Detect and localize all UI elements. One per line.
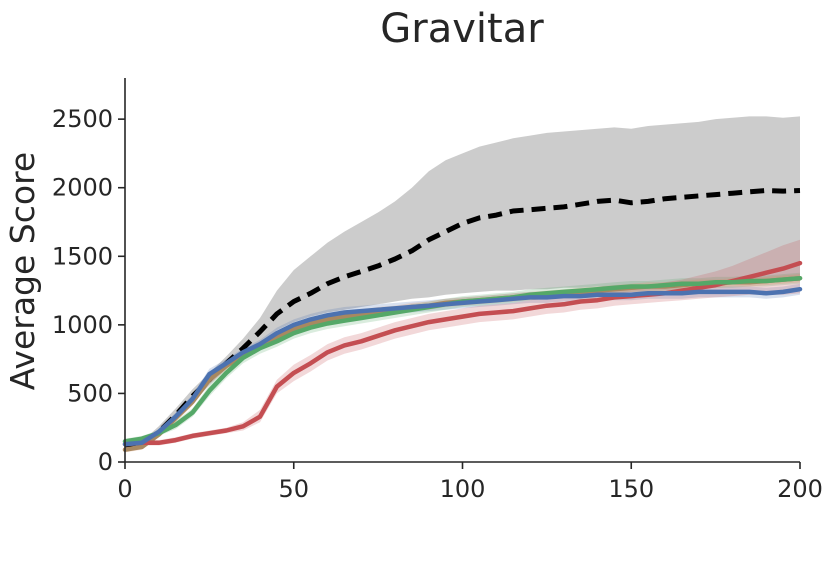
x-tick-label: 200 <box>777 475 823 503</box>
series-3-band <box>125 272 800 445</box>
series-2-line <box>122 286 803 447</box>
x-tick-label: 150 <box>608 475 654 503</box>
series-4-band <box>125 239 800 447</box>
chart-title: Gravitar <box>380 6 544 52</box>
y-tick-label: 1000 <box>52 311 113 339</box>
x-axis-ticks: 0 50 100 150 200 <box>117 462 823 503</box>
y-tick-label: 2500 <box>52 105 113 133</box>
x-tick-label: 100 <box>440 475 486 503</box>
y-axis-label: Average Score <box>3 152 42 390</box>
series-lines <box>122 188 803 452</box>
x-tick-label: 0 <box>117 475 132 503</box>
y-tick-label: 2000 <box>52 174 113 202</box>
y-tick-label: 0 <box>98 448 113 476</box>
x-tick-label: 50 <box>278 475 309 503</box>
series-1-band <box>125 116 800 452</box>
y-tick-label: 1500 <box>52 242 113 270</box>
series-1-line <box>124 188 801 451</box>
series-4-line <box>122 260 803 447</box>
y-tick-label: 500 <box>67 379 113 407</box>
y-axis-ticks: 0 500 1000 1500 2000 2500 <box>52 105 125 476</box>
